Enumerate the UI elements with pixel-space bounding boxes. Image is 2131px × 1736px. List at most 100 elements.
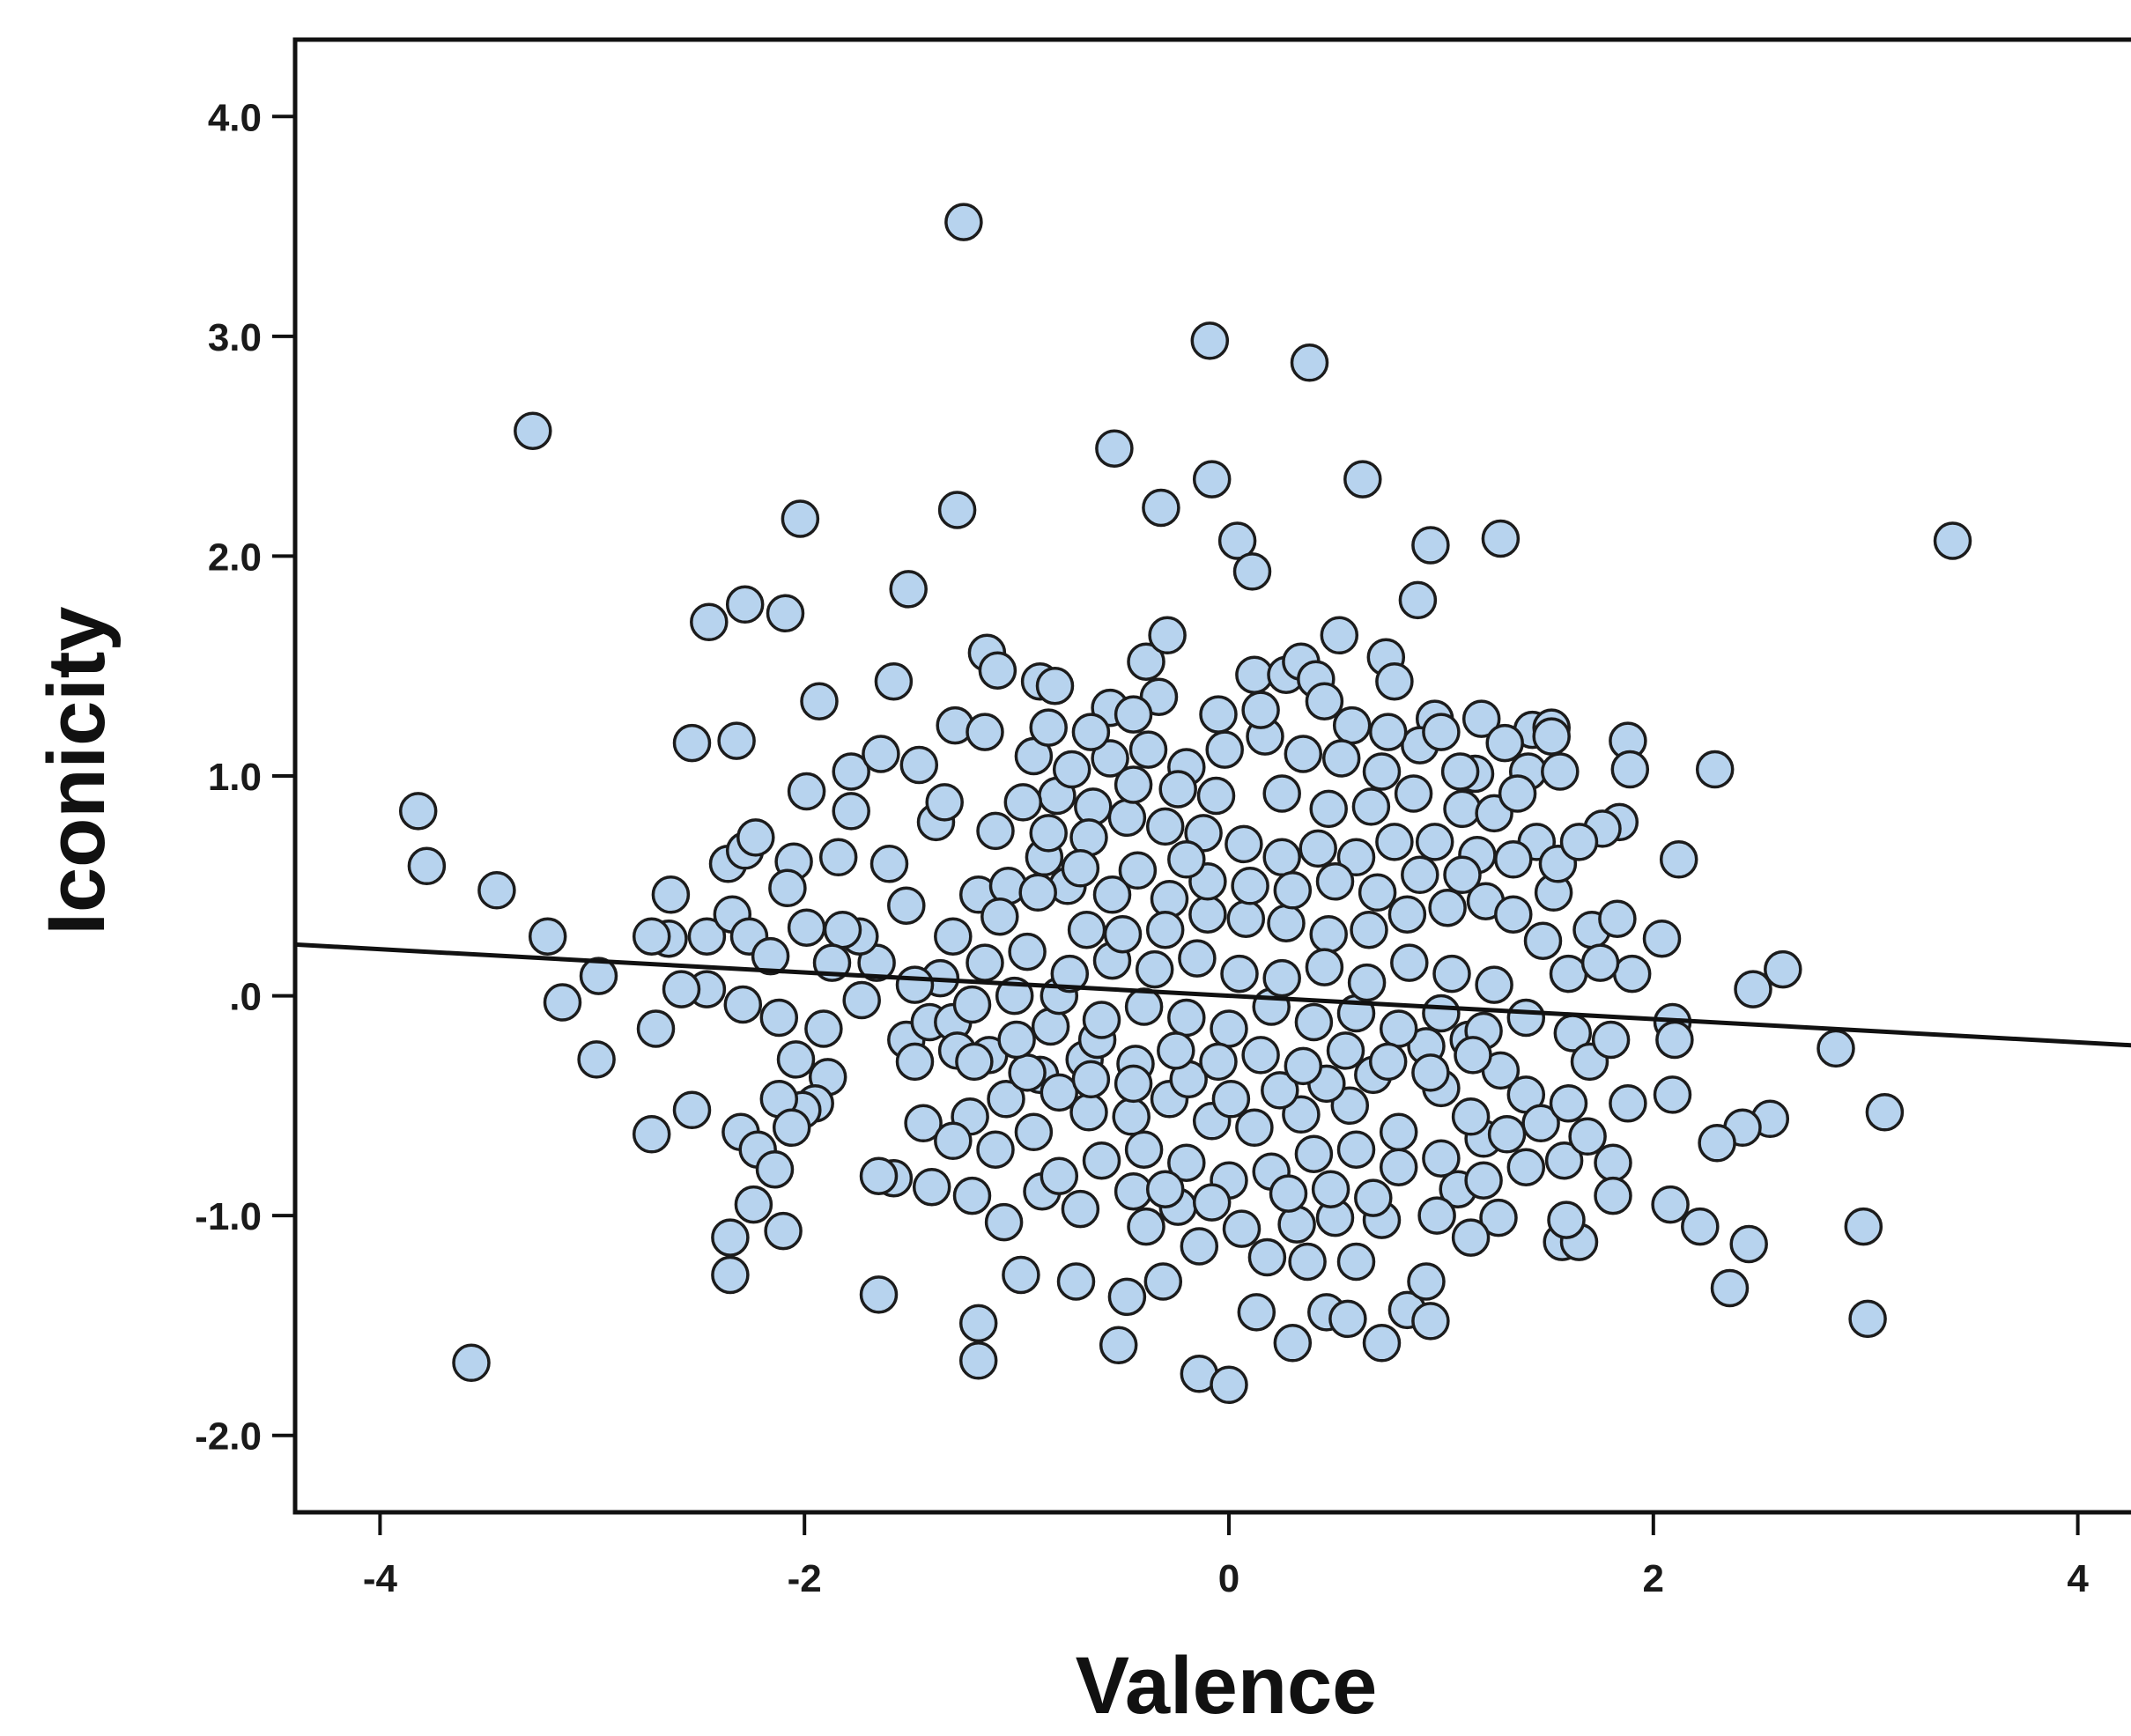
data-point <box>832 792 870 831</box>
data-point <box>672 1090 712 1130</box>
data-point <box>1390 943 1429 982</box>
data-point <box>1817 1029 1855 1068</box>
data-point <box>1128 730 1168 769</box>
data-point <box>1610 750 1650 789</box>
data-point <box>723 985 763 1024</box>
data-point <box>1494 895 1533 934</box>
data-point <box>711 1255 750 1295</box>
data-point <box>1112 1097 1151 1136</box>
fit-line-layer <box>294 942 2131 1048</box>
data-point <box>1326 1031 1365 1070</box>
data-point <box>1050 954 1090 994</box>
data-point <box>1114 1064 1153 1104</box>
data-point <box>1549 954 1588 994</box>
data-point <box>1273 1324 1313 1363</box>
data-point <box>1428 888 1467 927</box>
data-point <box>1347 963 1387 1002</box>
data-point <box>452 1343 491 1383</box>
data-point <box>764 1211 803 1251</box>
data-point <box>1407 1262 1446 1301</box>
data-point <box>1294 1002 1334 1042</box>
data-point <box>1544 1141 1584 1180</box>
data-point <box>1082 1001 1121 1039</box>
x-axis: -4 -2 0 2 4 <box>363 1512 2089 1600</box>
data-point <box>1167 1143 1206 1182</box>
data-point <box>1040 1156 1079 1195</box>
data-point <box>1309 789 1348 829</box>
data-point <box>895 965 935 1004</box>
data-point <box>944 203 983 241</box>
data-point <box>1580 943 1620 982</box>
data-point <box>1124 1130 1164 1169</box>
data-point <box>1056 1262 1096 1301</box>
data-point <box>1481 519 1521 558</box>
y-axis-title: Iconicity <box>32 606 122 934</box>
data-point <box>1241 691 1280 729</box>
data-point <box>1095 429 1134 468</box>
data-point <box>1698 1124 1736 1163</box>
data-point <box>1343 460 1382 499</box>
data-point <box>1387 895 1427 934</box>
data-point <box>1157 1031 1195 1070</box>
data-point <box>1498 774 1537 813</box>
data-point <box>800 682 839 720</box>
data-point <box>1052 750 1091 789</box>
data-point <box>514 411 552 450</box>
data-point <box>672 723 712 763</box>
data-point <box>1764 949 1802 989</box>
data-point <box>1267 904 1306 942</box>
data-point <box>1237 1293 1276 1332</box>
data-point <box>1143 1262 1183 1301</box>
data-point <box>804 1009 843 1048</box>
data-point <box>904 1104 943 1143</box>
data-point <box>1199 695 1238 734</box>
data-point <box>579 957 618 995</box>
data-point <box>1190 321 1230 360</box>
data-point <box>1167 840 1206 879</box>
data-point <box>662 970 701 1008</box>
data-point <box>1114 765 1153 804</box>
data-point <box>1332 705 1372 745</box>
data-point <box>1336 1242 1376 1282</box>
data-point <box>818 838 858 877</box>
data-point <box>1659 840 1698 879</box>
data-point <box>1523 921 1563 960</box>
data-point <box>859 1156 899 1195</box>
data-point <box>1035 666 1075 705</box>
data-point <box>980 897 1019 936</box>
y-tick-label: 2.0 <box>208 536 262 579</box>
data-point <box>1506 1148 1546 1186</box>
data-point <box>1594 1143 1632 1182</box>
data-point <box>734 1185 773 1224</box>
data-point <box>1061 1189 1100 1229</box>
data-point <box>1192 1183 1232 1222</box>
data-point <box>1192 460 1232 499</box>
data-point <box>984 1202 1024 1242</box>
data-point <box>751 936 790 976</box>
data-point <box>1269 1174 1308 1213</box>
data-point <box>1336 1130 1376 1169</box>
data-point <box>1199 1042 1238 1082</box>
data-point <box>768 868 807 908</box>
data-point <box>1375 661 1414 701</box>
data-point <box>1210 1365 1248 1405</box>
data-point <box>1451 1097 1491 1136</box>
data-point <box>1180 1227 1219 1266</box>
data-point <box>976 811 1015 851</box>
data-point <box>1231 867 1269 905</box>
data-point <box>787 908 826 947</box>
data-point <box>1211 1080 1251 1119</box>
data-point <box>1547 1200 1586 1239</box>
data-point <box>1226 899 1266 938</box>
data-point <box>1225 824 1263 864</box>
data-point <box>1568 1117 1607 1156</box>
data-point <box>1305 682 1344 720</box>
data-point <box>1320 616 1359 655</box>
data-point <box>1411 1302 1450 1341</box>
data-point <box>1591 1020 1631 1060</box>
data-point <box>1008 1053 1047 1092</box>
data-point <box>1311 1170 1350 1208</box>
data-point <box>955 1042 994 1082</box>
data-point <box>1559 823 1599 861</box>
data-point <box>1061 849 1100 888</box>
